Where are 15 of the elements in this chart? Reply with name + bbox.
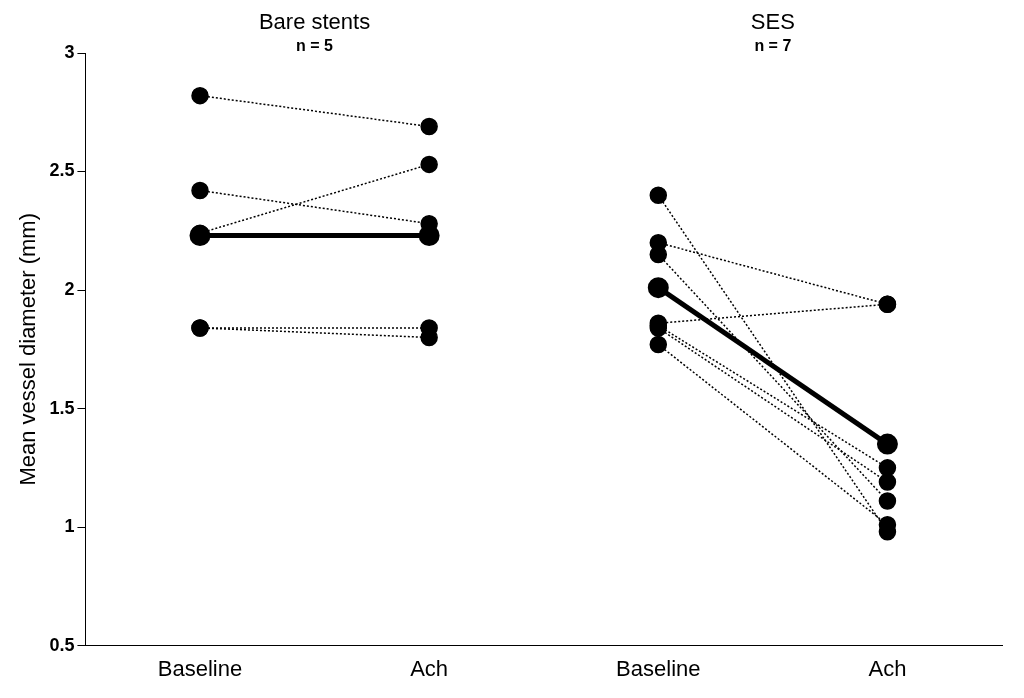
y-tick-label: 2 — [64, 279, 75, 300]
y-tick-label: 1.5 — [49, 397, 75, 418]
y-tick-label: 2.5 — [49, 160, 75, 181]
x-tick-label: Baseline — [616, 655, 701, 681]
y-axis-title: Mean vessel diameter (mm) — [15, 212, 41, 486]
annotation: n = 5 — [296, 37, 334, 54]
text: SES — [750, 9, 795, 34]
y-tick-label: 1 — [64, 516, 75, 537]
x-tick-label: Baseline — [157, 655, 243, 681]
text: Bare stents — [258, 9, 371, 34]
x-tick-label: Ach — [868, 655, 907, 681]
annotation: n = 7 — [754, 37, 792, 54]
y-tick-label: 3 — [64, 41, 75, 62]
x-tick-label: Ach — [410, 655, 449, 681]
y-tick-label: 0.5 — [49, 634, 75, 655]
